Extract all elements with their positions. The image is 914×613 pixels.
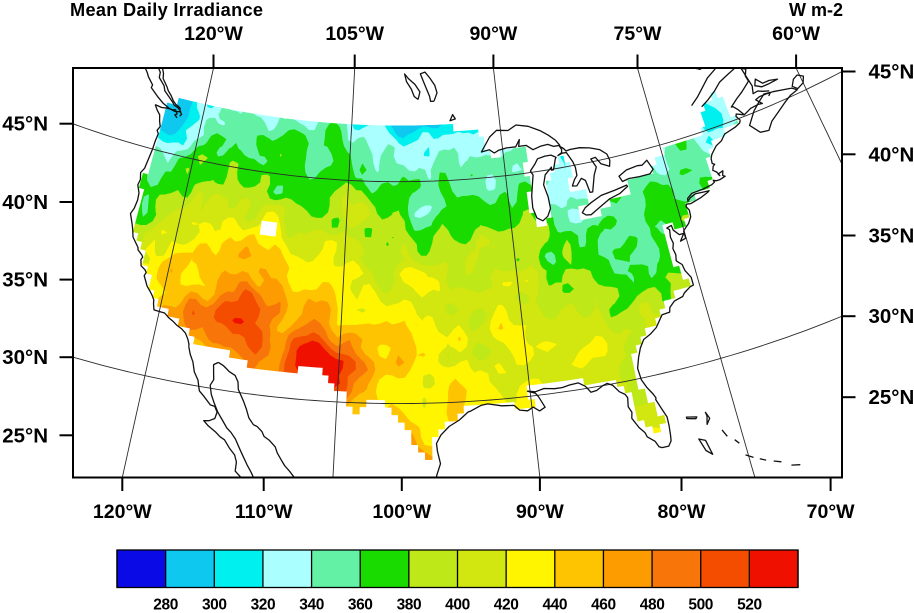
svg-text:25°N: 25°N	[869, 386, 914, 409]
svg-text:35°N: 35°N	[2, 269, 48, 292]
svg-text:500: 500	[688, 597, 713, 613]
svg-text:80°W: 80°W	[658, 501, 706, 523]
svg-text:45°N: 45°N	[869, 61, 914, 84]
svg-text:75°W: 75°W	[614, 23, 662, 45]
svg-text:40°N: 40°N	[869, 143, 914, 166]
svg-text:90°W: 90°W	[516, 501, 564, 523]
svg-text:35°N: 35°N	[869, 225, 914, 248]
svg-text:300: 300	[202, 597, 227, 613]
svg-text:340: 340	[299, 597, 324, 613]
svg-text:400: 400	[445, 597, 470, 613]
svg-text:25°N: 25°N	[2, 424, 48, 447]
svg-text:420: 420	[494, 597, 519, 613]
svg-text:520: 520	[737, 597, 762, 613]
svg-text:480: 480	[640, 597, 665, 613]
svg-text:30°N: 30°N	[869, 305, 914, 328]
svg-text:90°W: 90°W	[469, 23, 517, 45]
svg-text:100°W: 100°W	[372, 501, 431, 523]
svg-text:W m-2: W m-2	[789, 0, 843, 20]
svg-text:45°N: 45°N	[2, 113, 48, 136]
svg-text:60°W: 60°W	[772, 23, 820, 45]
svg-text:380: 380	[397, 597, 422, 613]
svg-text:280: 280	[153, 597, 178, 613]
svg-text:120°W: 120°W	[184, 23, 243, 45]
svg-text:30°N: 30°N	[2, 346, 48, 369]
svg-text:360: 360	[348, 597, 373, 613]
svg-text:120°W: 120°W	[93, 501, 152, 523]
svg-text:320: 320	[251, 597, 276, 613]
svg-text:Mean Daily Irradiance: Mean Daily Irradiance	[70, 0, 263, 20]
svg-text:105°W: 105°W	[325, 23, 384, 45]
svg-text:40°N: 40°N	[2, 191, 48, 214]
svg-text:110°W: 110°W	[235, 501, 293, 523]
svg-text:440: 440	[542, 597, 567, 613]
svg-text:70°W: 70°W	[807, 501, 855, 523]
svg-text:460: 460	[591, 597, 616, 613]
